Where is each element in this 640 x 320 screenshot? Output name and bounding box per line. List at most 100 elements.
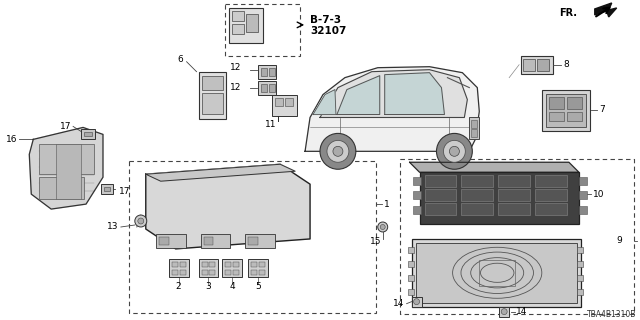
Polygon shape [595, 3, 617, 17]
Bar [101, 184, 113, 194]
Polygon shape [313, 90, 336, 115]
Bar [259, 65, 276, 79]
Text: FR.: FR. [559, 8, 577, 18]
Bar [577, 261, 583, 267]
Bar [479, 260, 515, 286]
Polygon shape [29, 127, 103, 209]
Bar [577, 275, 583, 281]
Polygon shape [385, 73, 444, 115]
Bar [499, 307, 509, 316]
Bar [579, 206, 587, 214]
Bar [535, 203, 567, 215]
Bar [546, 93, 586, 127]
Bar [39, 144, 94, 174]
Bar [225, 262, 232, 267]
Circle shape [501, 308, 507, 315]
Polygon shape [305, 67, 479, 151]
Bar [172, 262, 178, 267]
Bar [577, 289, 583, 295]
Bar [129, 161, 376, 313]
Bar [498, 189, 530, 201]
Bar [232, 24, 244, 34]
Bar [180, 270, 186, 275]
Circle shape [378, 222, 388, 232]
Bar [535, 175, 567, 187]
Text: 10: 10 [593, 190, 604, 199]
Bar [198, 259, 218, 277]
Polygon shape [146, 164, 295, 181]
Text: 32107: 32107 [310, 26, 346, 36]
Bar [229, 8, 263, 43]
Text: 12: 12 [230, 83, 241, 92]
Bar [498, 203, 530, 215]
Bar [471, 120, 477, 128]
Bar [204, 237, 214, 245]
Bar [56, 144, 81, 199]
Text: 17: 17 [60, 122, 71, 131]
Circle shape [436, 133, 472, 169]
Polygon shape [337, 76, 380, 115]
Text: TBA4B1310B: TBA4B1310B [588, 310, 637, 319]
Bar [408, 275, 413, 281]
Bar [209, 262, 216, 267]
Bar [84, 132, 92, 136]
Bar [198, 72, 227, 119]
Text: 15: 15 [370, 237, 381, 246]
Polygon shape [320, 70, 467, 117]
Bar [248, 259, 268, 277]
Circle shape [413, 299, 420, 305]
Bar [202, 262, 207, 267]
Bar [225, 270, 232, 275]
Bar [413, 206, 420, 214]
Bar [413, 177, 420, 185]
Text: 14: 14 [516, 307, 527, 316]
Bar [234, 270, 239, 275]
Polygon shape [146, 164, 310, 249]
Bar [81, 129, 95, 140]
Text: 5: 5 [255, 282, 261, 291]
Bar [413, 191, 420, 199]
Bar [498, 175, 530, 187]
Text: 6: 6 [178, 55, 184, 64]
Bar [252, 262, 257, 267]
Bar [202, 92, 223, 115]
Bar [567, 111, 582, 122]
Bar [232, 11, 244, 21]
Polygon shape [410, 162, 579, 172]
Text: 12: 12 [230, 63, 241, 72]
Bar [159, 237, 169, 245]
Bar [415, 243, 577, 303]
Bar [269, 84, 275, 92]
Text: 4: 4 [230, 282, 236, 291]
Bar [412, 297, 422, 307]
Bar [261, 68, 268, 76]
Circle shape [327, 140, 349, 162]
Bar [399, 159, 634, 314]
Bar [542, 90, 590, 132]
Bar [39, 177, 84, 199]
Text: 9: 9 [616, 236, 621, 245]
Bar [577, 247, 583, 253]
Bar [156, 234, 186, 248]
Circle shape [449, 146, 460, 156]
Bar [408, 261, 413, 267]
Text: 8: 8 [563, 60, 569, 69]
Bar [104, 187, 110, 191]
Bar [424, 175, 456, 187]
Bar [234, 262, 239, 267]
Bar [261, 84, 268, 92]
Bar [202, 270, 207, 275]
Bar [200, 234, 230, 248]
Text: 13: 13 [108, 222, 119, 231]
Bar [549, 111, 564, 122]
Bar [172, 270, 178, 275]
Bar [209, 270, 216, 275]
Bar [225, 4, 300, 56]
Bar [245, 234, 275, 248]
Bar [469, 117, 479, 140]
Text: 11: 11 [264, 120, 276, 129]
Bar [579, 177, 587, 185]
Bar [424, 203, 456, 215]
Bar [461, 203, 493, 215]
Bar [461, 189, 493, 201]
